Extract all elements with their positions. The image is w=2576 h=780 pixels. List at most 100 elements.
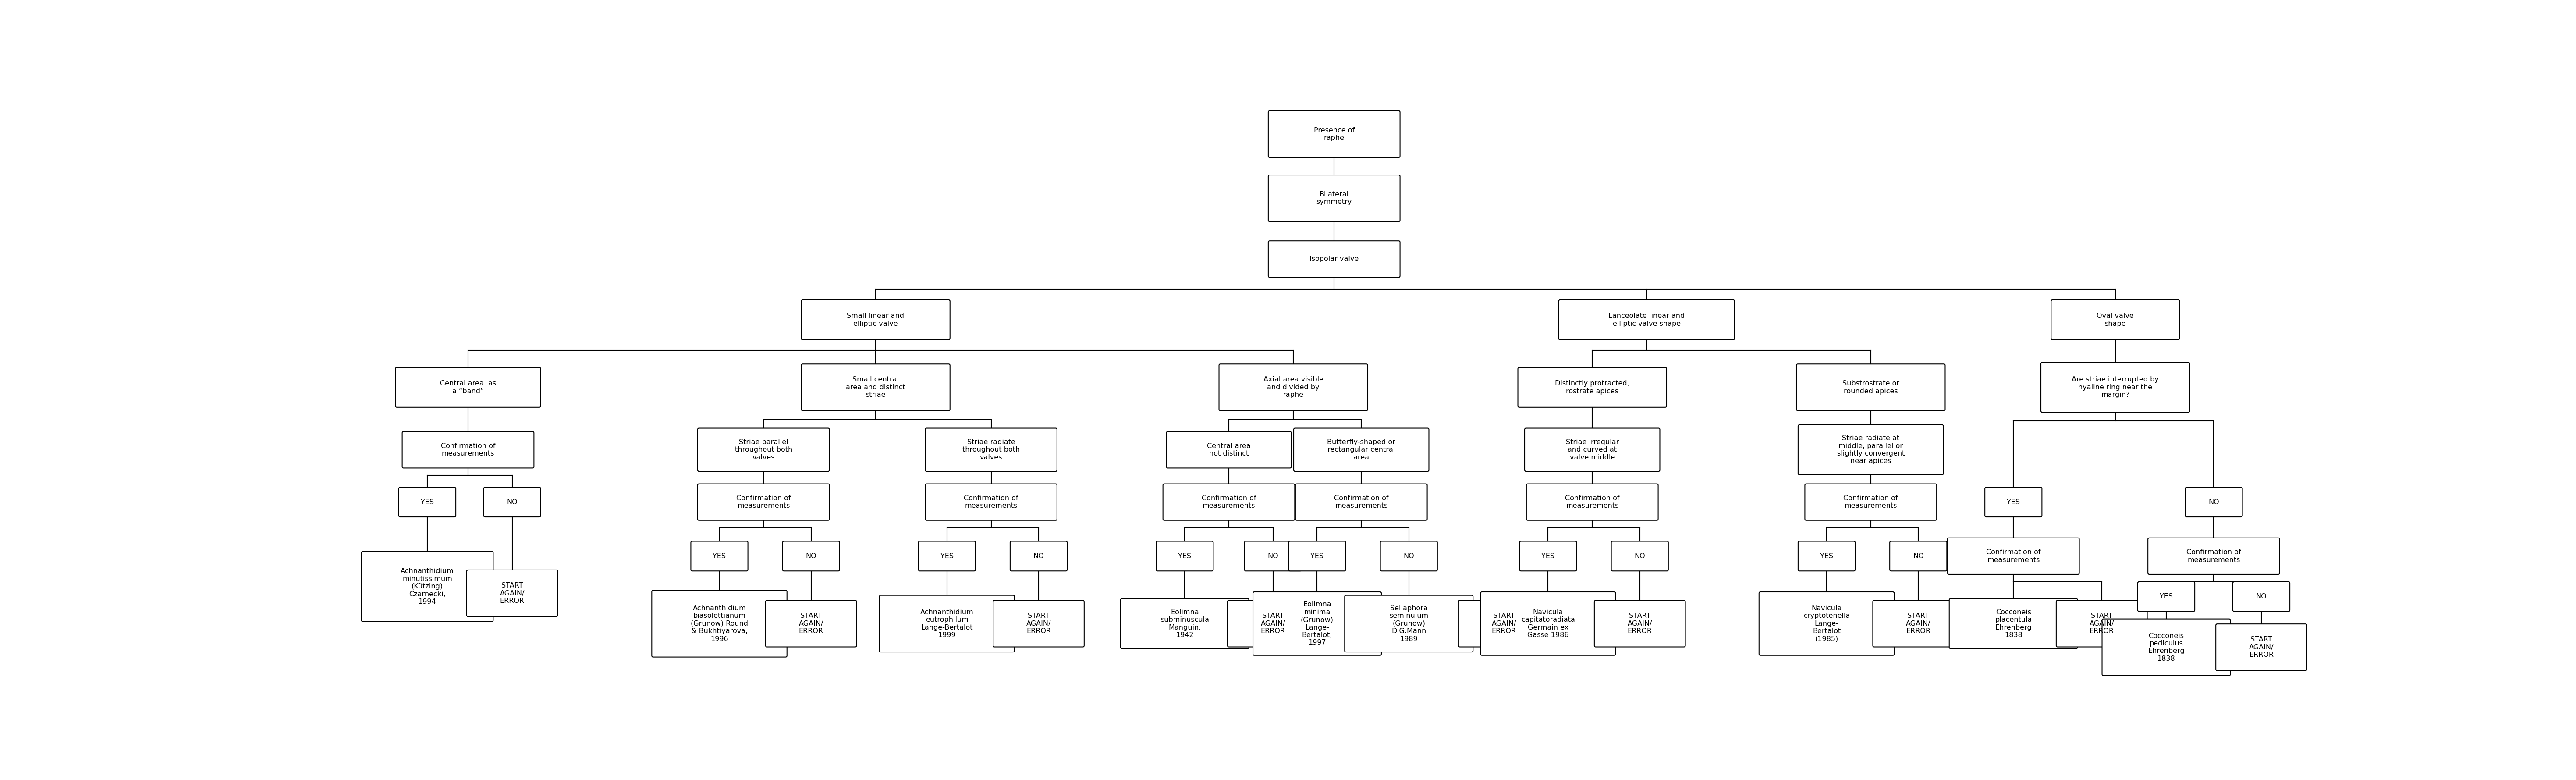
- FancyBboxPatch shape: [1525, 428, 1659, 471]
- FancyBboxPatch shape: [1795, 364, 1945, 410]
- FancyBboxPatch shape: [1218, 364, 1368, 410]
- Text: START
AGAIN/
ERROR: START AGAIN/ ERROR: [1492, 613, 1517, 635]
- Text: Central area
not distinct: Central area not distinct: [1208, 443, 1252, 457]
- FancyBboxPatch shape: [2184, 488, 2241, 517]
- Text: START
AGAIN/
ERROR: START AGAIN/ ERROR: [2249, 636, 2275, 658]
- Text: Striae parallel
throughout both
valves: Striae parallel throughout both valves: [734, 439, 793, 461]
- Text: START
AGAIN/
ERROR: START AGAIN/ ERROR: [1260, 613, 1285, 635]
- Text: Lanceolate linear and
elliptic valve shape: Lanceolate linear and elliptic valve sha…: [1607, 313, 1685, 327]
- Text: YES: YES: [1177, 553, 1190, 559]
- FancyBboxPatch shape: [2138, 582, 2195, 612]
- Text: Confirmation of
measurements: Confirmation of measurements: [1844, 495, 1899, 509]
- FancyBboxPatch shape: [2215, 624, 2308, 671]
- Text: Achnanthidium
eutrophilum
Lange-Bertalot
1999: Achnanthidium eutrophilum Lange-Bertalot…: [920, 609, 974, 638]
- Text: NO: NO: [1914, 553, 1924, 559]
- FancyBboxPatch shape: [1288, 541, 1345, 571]
- FancyBboxPatch shape: [399, 488, 456, 517]
- Text: Cocconeis
placentula
Ehrenberg
1838: Cocconeis placentula Ehrenberg 1838: [1994, 609, 2032, 638]
- Text: START
AGAIN/
ERROR: START AGAIN/ ERROR: [500, 583, 526, 605]
- FancyBboxPatch shape: [466, 570, 559, 616]
- Text: Confirmation of
measurements: Confirmation of measurements: [963, 495, 1018, 509]
- Text: Confirmation of
measurements: Confirmation of measurements: [1566, 495, 1620, 509]
- Text: Distinctly protracted,
rostrate apices: Distinctly protracted, rostrate apices: [1556, 380, 1631, 395]
- Text: Small linear and
elliptic valve: Small linear and elliptic valve: [848, 313, 904, 327]
- FancyBboxPatch shape: [1517, 367, 1667, 407]
- Text: YES: YES: [1821, 553, 1834, 559]
- Text: Axial area visible
and divided by
raphe: Axial area visible and divided by raphe: [1262, 377, 1324, 399]
- Text: Navicula
cryptotenella
Lange-
Bertalot
(1985): Navicula cryptotenella Lange- Bertalot (…: [1803, 605, 1850, 642]
- Text: Confirmation of
measurements: Confirmation of measurements: [440, 443, 495, 457]
- FancyBboxPatch shape: [2102, 619, 2231, 675]
- FancyBboxPatch shape: [698, 428, 829, 471]
- Text: Confirmation of
measurements: Confirmation of measurements: [2187, 549, 2241, 563]
- FancyBboxPatch shape: [652, 590, 786, 657]
- FancyBboxPatch shape: [1162, 484, 1296, 520]
- Text: START
AGAIN/
ERROR: START AGAIN/ ERROR: [1906, 613, 1929, 635]
- FancyBboxPatch shape: [1121, 599, 1249, 649]
- FancyBboxPatch shape: [1947, 538, 2079, 574]
- FancyBboxPatch shape: [1873, 601, 1963, 647]
- Text: Isopolar valve: Isopolar valve: [1309, 256, 1358, 262]
- FancyBboxPatch shape: [920, 541, 976, 571]
- FancyBboxPatch shape: [925, 428, 1056, 471]
- FancyBboxPatch shape: [1167, 431, 1291, 468]
- Text: Achnanthidium
biasolettianum
(Grunow) Round
& Bukhtiyarova,
1996: Achnanthidium biasolettianum (Grunow) Ro…: [690, 605, 747, 642]
- FancyBboxPatch shape: [690, 541, 747, 571]
- FancyBboxPatch shape: [1267, 241, 1399, 277]
- FancyBboxPatch shape: [1244, 541, 1301, 571]
- FancyBboxPatch shape: [1229, 601, 1319, 647]
- Text: YES: YES: [940, 553, 953, 559]
- Text: NO: NO: [2208, 499, 2218, 505]
- FancyBboxPatch shape: [1252, 592, 1381, 655]
- FancyBboxPatch shape: [1481, 592, 1615, 655]
- FancyBboxPatch shape: [2233, 582, 2290, 612]
- FancyBboxPatch shape: [994, 601, 1084, 647]
- FancyBboxPatch shape: [765, 601, 858, 647]
- Text: Confirmation of
measurements: Confirmation of measurements: [1986, 549, 2040, 563]
- FancyBboxPatch shape: [925, 484, 1056, 520]
- FancyBboxPatch shape: [1345, 595, 1473, 652]
- FancyBboxPatch shape: [801, 300, 951, 340]
- FancyBboxPatch shape: [2056, 601, 2148, 647]
- FancyBboxPatch shape: [783, 541, 840, 571]
- Text: YES: YES: [2007, 499, 2020, 505]
- FancyBboxPatch shape: [1798, 541, 1855, 571]
- FancyBboxPatch shape: [2148, 538, 2280, 574]
- FancyBboxPatch shape: [394, 367, 541, 407]
- Text: Striae radiate at
middle, parallel or
slightly convergent
near apices: Striae radiate at middle, parallel or sl…: [1837, 435, 1904, 465]
- Text: Eolimna
subminuscula
Manguin,
1942: Eolimna subminuscula Manguin, 1942: [1159, 609, 1208, 638]
- Text: Butterfly-shaped or
rectangular central
area: Butterfly-shaped or rectangular central …: [1327, 439, 1396, 461]
- Text: Eolimna
minima
(Grunow)
Lange-
Bertalot,
1997: Eolimna minima (Grunow) Lange- Bertalot,…: [1301, 601, 1334, 646]
- FancyBboxPatch shape: [2040, 363, 2190, 413]
- Text: Oval valve
shape: Oval valve shape: [2097, 313, 2133, 327]
- Text: Striae irregular
and curved at
valve middle: Striae irregular and curved at valve mid…: [1566, 439, 1618, 461]
- Text: YES: YES: [1540, 553, 1556, 559]
- FancyBboxPatch shape: [361, 551, 492, 622]
- FancyBboxPatch shape: [1595, 601, 1685, 647]
- FancyBboxPatch shape: [1528, 484, 1659, 520]
- FancyBboxPatch shape: [1798, 425, 1942, 475]
- Text: START
AGAIN/
ERROR: START AGAIN/ ERROR: [1628, 613, 1651, 635]
- Text: START
AGAIN/
ERROR: START AGAIN/ ERROR: [799, 613, 824, 635]
- Text: Achnanthidium
minutissimum
(Kützing)
Czarnecki,
1994: Achnanthidium minutissimum (Kützing) Cza…: [402, 568, 453, 605]
- Text: Presence of
raphe: Presence of raphe: [1314, 127, 1355, 141]
- FancyBboxPatch shape: [1293, 428, 1430, 471]
- Text: YES: YES: [420, 499, 433, 505]
- FancyBboxPatch shape: [1558, 300, 1734, 340]
- FancyBboxPatch shape: [484, 488, 541, 517]
- FancyBboxPatch shape: [402, 431, 533, 468]
- FancyBboxPatch shape: [1458, 601, 1548, 647]
- FancyBboxPatch shape: [1610, 541, 1669, 571]
- FancyBboxPatch shape: [1267, 175, 1399, 222]
- FancyBboxPatch shape: [2050, 300, 2179, 340]
- Text: Confirmation of
measurements: Confirmation of measurements: [1200, 495, 1257, 509]
- Text: NO: NO: [1633, 553, 1646, 559]
- Text: NO: NO: [1033, 553, 1043, 559]
- Text: YES: YES: [1311, 553, 1324, 559]
- Text: Substrostrate or
rounded apices: Substrostrate or rounded apices: [1842, 380, 1899, 395]
- Text: NO: NO: [1267, 553, 1278, 559]
- Text: Striae radiate
throughout both
valves: Striae radiate throughout both valves: [963, 439, 1020, 461]
- Text: NO: NO: [507, 499, 518, 505]
- FancyBboxPatch shape: [1520, 541, 1577, 571]
- Text: START
AGAIN/
ERROR: START AGAIN/ ERROR: [1025, 613, 1051, 635]
